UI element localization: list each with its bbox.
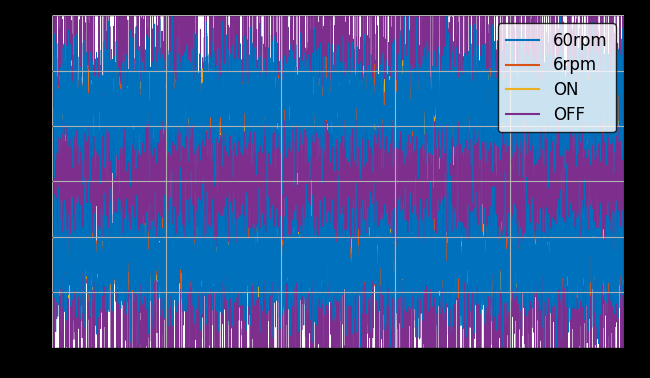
Legend: 60rpm, 6rpm, ON, OFF: 60rpm, 6rpm, ON, OFF [498, 23, 616, 132]
